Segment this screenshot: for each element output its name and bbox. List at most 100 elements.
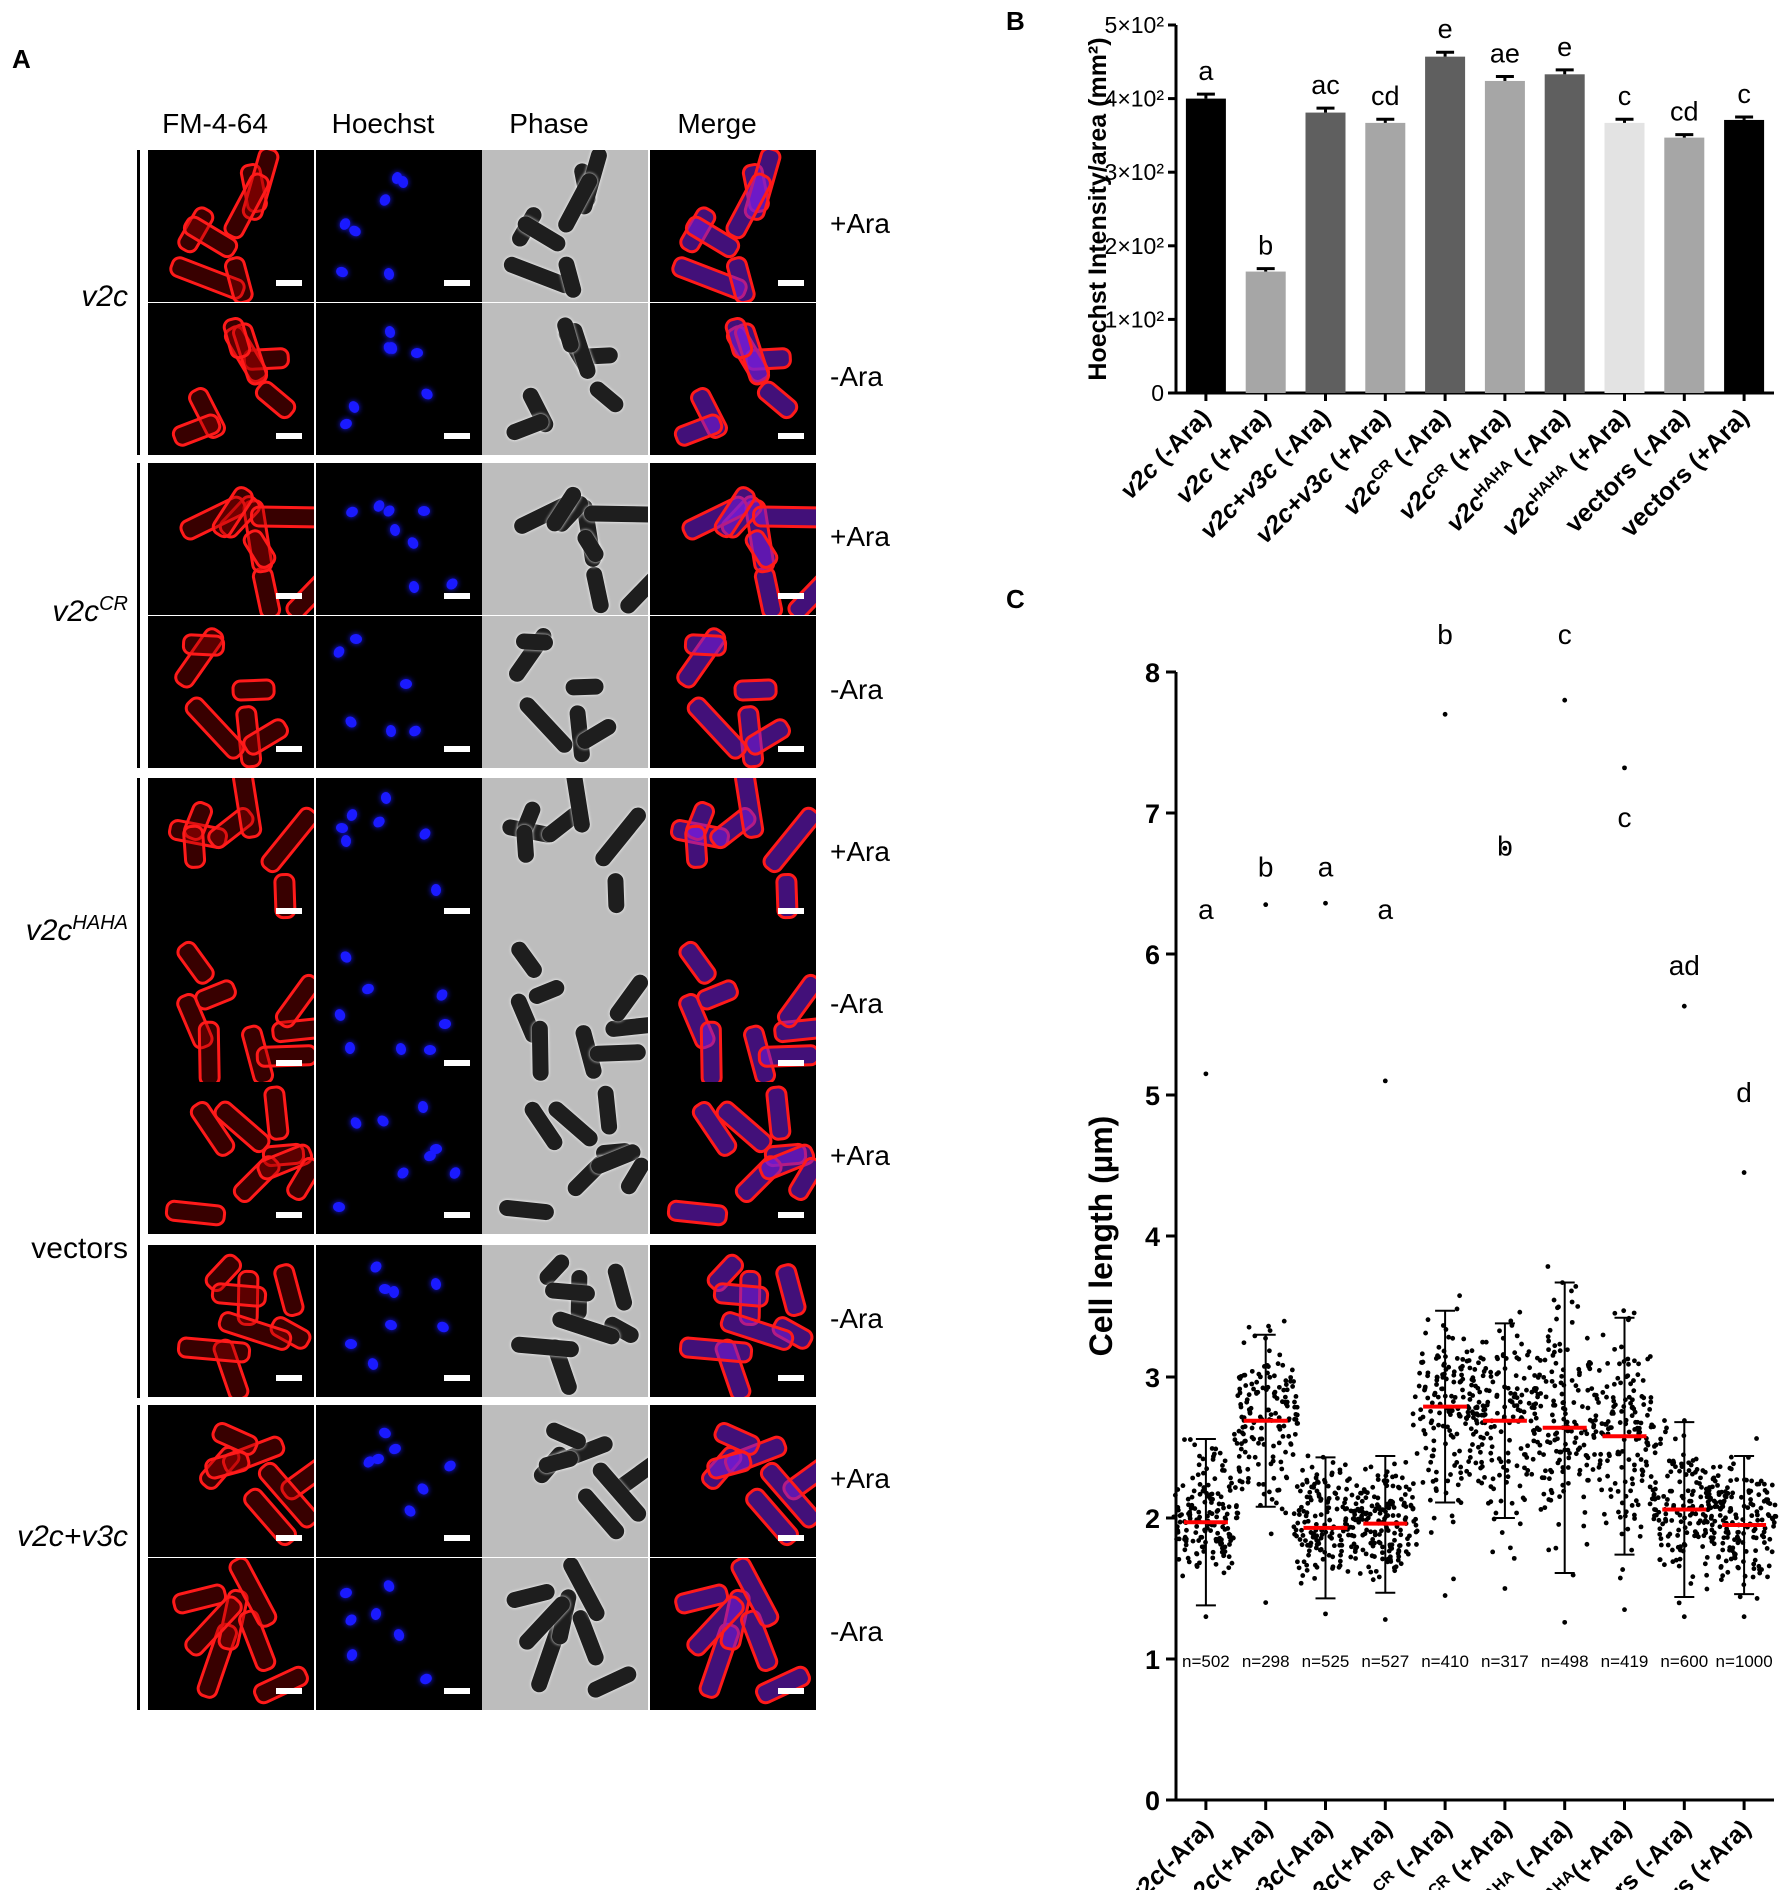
min-point <box>1203 1614 1209 1620</box>
data-point <box>1663 1429 1668 1435</box>
data-point <box>1420 1480 1426 1485</box>
data-point <box>1567 1450 1572 1456</box>
membrane-stained-cell <box>250 505 314 530</box>
data-point <box>1407 1533 1412 1539</box>
data-point <box>1711 1464 1716 1470</box>
data-point <box>1507 1437 1512 1443</box>
data-point <box>1690 1458 1696 1463</box>
data-point <box>1685 1488 1691 1494</box>
data-point <box>1611 1381 1617 1387</box>
phase-contrast-cell <box>574 526 607 566</box>
data-point <box>1645 1412 1650 1418</box>
data-point <box>1723 1558 1729 1564</box>
data-point <box>1531 1427 1537 1433</box>
data-point <box>1653 1442 1659 1448</box>
data-point <box>1213 1446 1219 1452</box>
y-tick-label: 7 <box>1145 799 1160 829</box>
data-point <box>1488 1374 1494 1379</box>
data-point <box>1392 1568 1398 1574</box>
data-point <box>1690 1503 1696 1509</box>
data-point <box>1509 1500 1515 1506</box>
scale-bar <box>778 746 804 752</box>
nucleoid-spot <box>394 1041 408 1056</box>
y-axis-label: Cell length (µm) <box>1083 1116 1119 1357</box>
scale-bar <box>276 593 302 599</box>
data-point <box>1551 1398 1556 1404</box>
merged-cell <box>733 677 779 702</box>
data-point <box>1629 1476 1635 1482</box>
data-point <box>1254 1391 1259 1396</box>
merged-cell <box>758 803 816 878</box>
data-point <box>1631 1310 1637 1316</box>
data-point <box>1353 1556 1358 1561</box>
data-point <box>1707 1497 1713 1502</box>
max-point <box>1263 902 1269 908</box>
data-point <box>1446 1334 1452 1340</box>
data-point <box>1431 1425 1437 1431</box>
scale-bar <box>276 1688 302 1694</box>
data-point <box>1391 1505 1397 1510</box>
data-point <box>1619 1531 1625 1537</box>
data-point <box>1524 1471 1530 1477</box>
data-point <box>1679 1493 1685 1499</box>
data-point <box>1348 1508 1354 1514</box>
scale-bar <box>778 908 804 914</box>
scale-bar <box>444 433 470 439</box>
data-point <box>1272 1389 1278 1395</box>
data-point <box>1577 1467 1583 1473</box>
data-point <box>1436 1422 1441 1428</box>
data-point <box>1772 1513 1778 1519</box>
merged-cell <box>772 1260 809 1319</box>
data-point <box>1238 1404 1244 1410</box>
data-point <box>1463 1421 1468 1427</box>
data-point <box>1718 1505 1724 1511</box>
membrane-stained-cell <box>176 1335 253 1365</box>
data-point <box>1688 1462 1694 1468</box>
data-point <box>1605 1458 1610 1464</box>
bar <box>1425 56 1466 393</box>
data-point <box>1629 1503 1635 1508</box>
data-point <box>1220 1463 1225 1468</box>
data-point <box>1771 1520 1777 1525</box>
data-point <box>1275 1361 1281 1367</box>
data-point <box>1525 1467 1531 1473</box>
data-point <box>1210 1549 1216 1555</box>
n-count-label: n=298 <box>1242 1652 1290 1671</box>
data-point <box>1584 1431 1590 1437</box>
data-point <box>1183 1542 1189 1548</box>
data-point <box>1347 1476 1352 1482</box>
membrane-stained-cell <box>182 824 208 871</box>
data-point <box>1709 1527 1715 1533</box>
data-point <box>1265 1384 1271 1390</box>
scale-bar <box>444 908 470 914</box>
data-point <box>1751 1566 1757 1572</box>
nucleoid-spot <box>378 192 393 208</box>
data-point <box>1296 1512 1302 1518</box>
min-point <box>1323 1611 1328 1617</box>
data-point <box>1575 1304 1581 1309</box>
data-point <box>1396 1484 1401 1490</box>
nucleoid-spot <box>377 1426 393 1441</box>
data-point <box>1217 1535 1223 1541</box>
nucleoid-spot <box>335 821 350 834</box>
data-point <box>1294 1484 1300 1489</box>
data-point <box>1527 1365 1533 1371</box>
data-point <box>1765 1574 1770 1580</box>
y-tick-label: 1 <box>1145 1645 1160 1675</box>
data-point <box>1545 1334 1551 1340</box>
micrograph-tile-r4-c1 <box>316 778 482 930</box>
data-point <box>1475 1412 1481 1418</box>
data-point <box>1665 1542 1671 1548</box>
micrograph-tile-r1-c1 <box>316 303 482 455</box>
data-point <box>1546 1497 1552 1502</box>
data-point <box>1218 1494 1224 1500</box>
data-point <box>1765 1497 1771 1503</box>
data-point <box>1705 1507 1711 1513</box>
data-point <box>1541 1452 1546 1458</box>
data-point <box>1557 1494 1563 1500</box>
data-point <box>1345 1569 1351 1574</box>
data-point <box>1696 1534 1701 1540</box>
strain-label-3: vectors <box>31 1232 128 1266</box>
data-point <box>1451 1379 1457 1385</box>
